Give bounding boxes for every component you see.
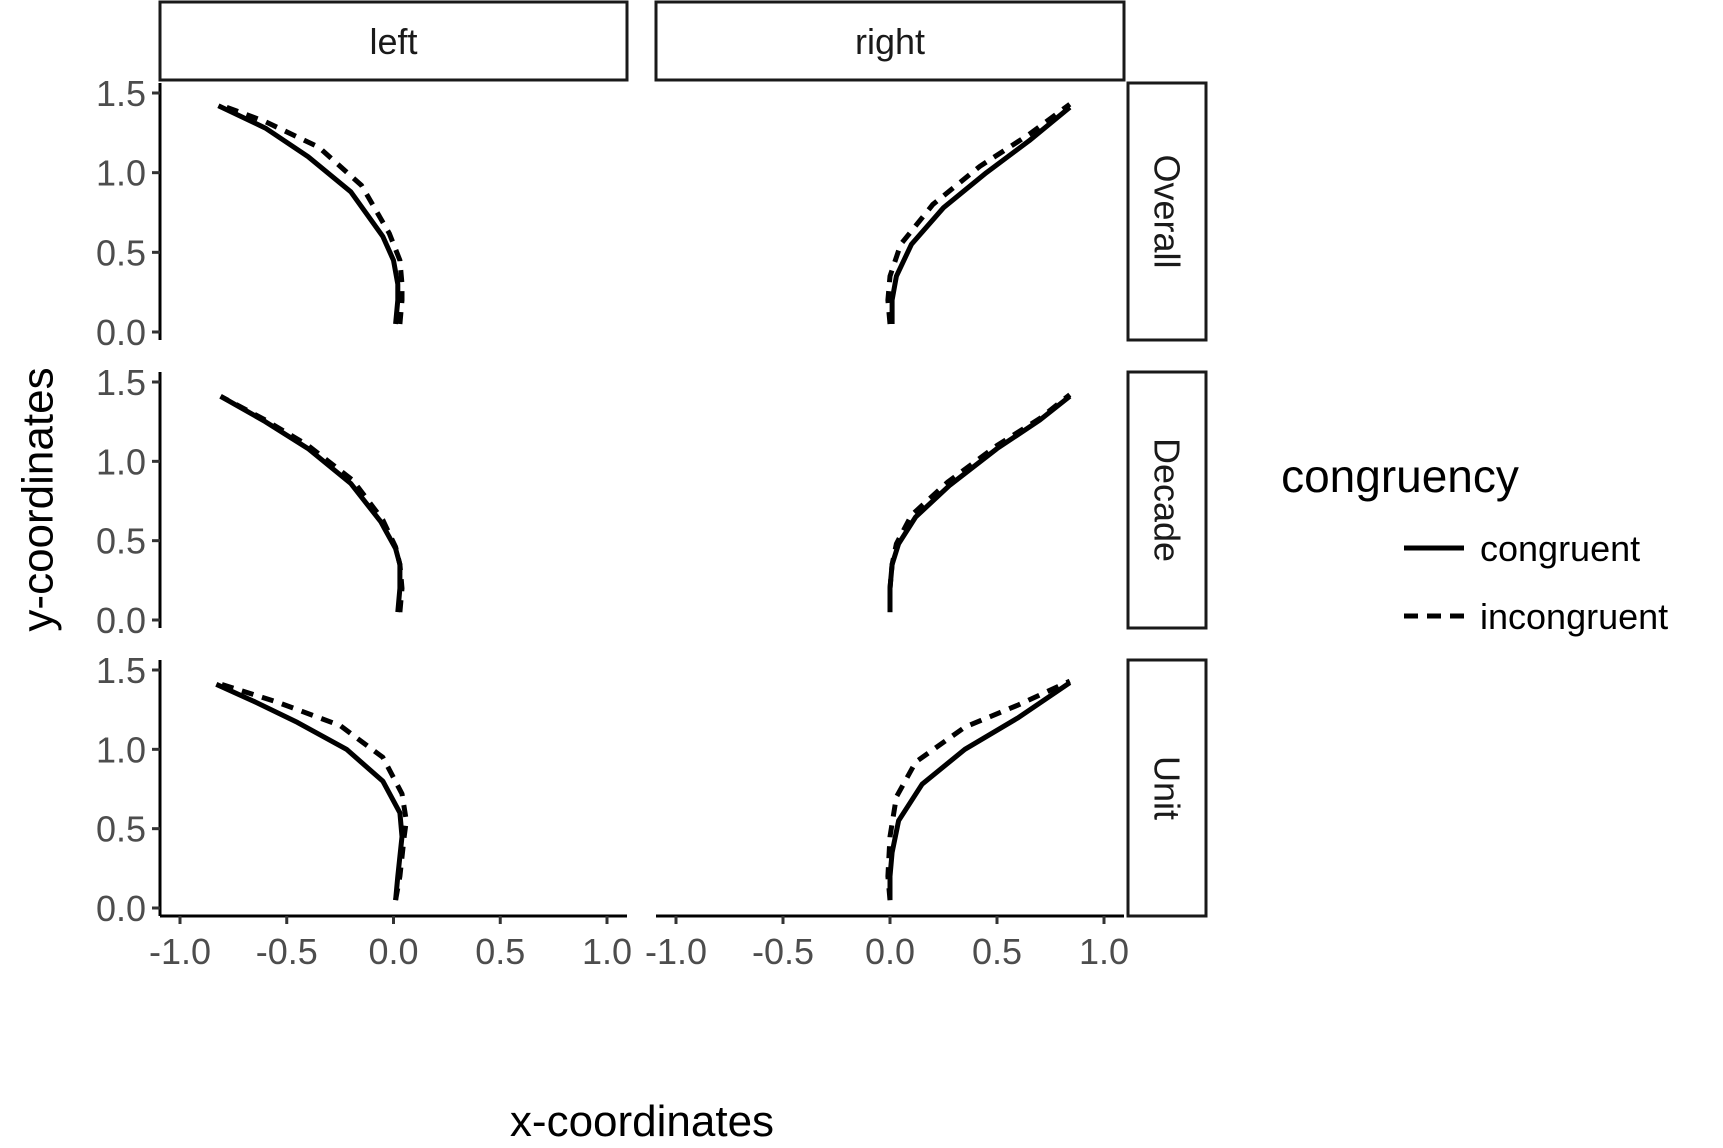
legend-label-incongruent: incongruent <box>1480 596 1668 637</box>
x-tick-label: -1.0 <box>645 931 707 972</box>
series-line-incongruent-overall-right <box>885 102 1072 325</box>
series-lines <box>215 101 1072 901</box>
series-line-incongruent-unit-left <box>215 680 409 901</box>
row-strip-label: Overall <box>1147 154 1188 268</box>
series-line-congruent-decade-right <box>887 394 1072 613</box>
x-tick-label: 0.5 <box>972 931 1022 972</box>
x-tick-label: 0.5 <box>475 931 525 972</box>
y-tick-label: 1.0 <box>96 441 146 482</box>
series-line-incongruent-decade-left <box>219 394 405 613</box>
series-line-incongruent-decade-right <box>887 392 1072 613</box>
row-strip-label: Decade <box>1147 438 1188 562</box>
row-strip-unit <box>1126 658 1208 918</box>
column-strip-label: right <box>855 21 925 62</box>
column-strip-left <box>158 0 629 82</box>
x-axis-title: x-coordinates <box>510 1097 774 1143</box>
y-tick-label: 0.5 <box>96 809 146 850</box>
column-strip-right <box>654 0 1126 82</box>
y-tick-label: 0.0 <box>96 600 146 641</box>
y-tick-label: 1.0 <box>96 729 146 770</box>
x-tick-label: 0.0 <box>368 931 418 972</box>
y-tick-label: 0.0 <box>96 888 146 929</box>
axes: 0.0 0.5 1.0 1.5 0.0 0.5 1.0 1.5 0.0 0.5 1.0 1.5 -1.0… <box>96 73 1129 972</box>
y-tick-label: 1.5 <box>96 362 146 403</box>
series-line-congruent-unit-right <box>887 680 1072 901</box>
y-tick-label: 0.0 <box>96 312 146 353</box>
series-line-congruent-overall-right <box>889 105 1072 324</box>
column-strips: left right <box>158 0 1126 82</box>
y-tick-label: 1.5 <box>96 650 146 691</box>
legend: congruency congruent incongruent <box>1281 450 1668 637</box>
column-strip-label: left <box>369 21 417 62</box>
series-line-incongruent-unit-right <box>885 678 1071 901</box>
series-line-congruent-unit-left <box>215 682 405 901</box>
x-tick-label: 0.0 <box>865 931 915 972</box>
x-tick-label: 1.0 <box>1079 931 1129 972</box>
x-tick-label: -0.5 <box>256 931 318 972</box>
y-tick-label: 1.5 <box>96 73 146 114</box>
row-strip-label: Unit <box>1147 756 1188 820</box>
series-line-incongruent-overall-left <box>217 101 405 325</box>
y-tick-label: 0.5 <box>96 521 146 562</box>
x-tick-label: 1.0 <box>582 931 632 972</box>
legend-label-congruent: congruent <box>1480 528 1640 569</box>
row-strips: Overall Decade Unit <box>1126 81 1208 918</box>
y-tick-label: 0.5 <box>96 232 146 273</box>
y-axis-title: y-coordinates <box>14 367 63 631</box>
legend-title: congruency <box>1281 450 1519 502</box>
series-line-congruent-overall-left <box>217 103 401 325</box>
row-strip-overall <box>1126 81 1208 342</box>
x-tick-label: -1.0 <box>149 931 211 972</box>
x-tick-label: -0.5 <box>752 931 814 972</box>
row-strip-decade <box>1126 370 1208 630</box>
y-tick-label: 1.0 <box>96 153 146 194</box>
